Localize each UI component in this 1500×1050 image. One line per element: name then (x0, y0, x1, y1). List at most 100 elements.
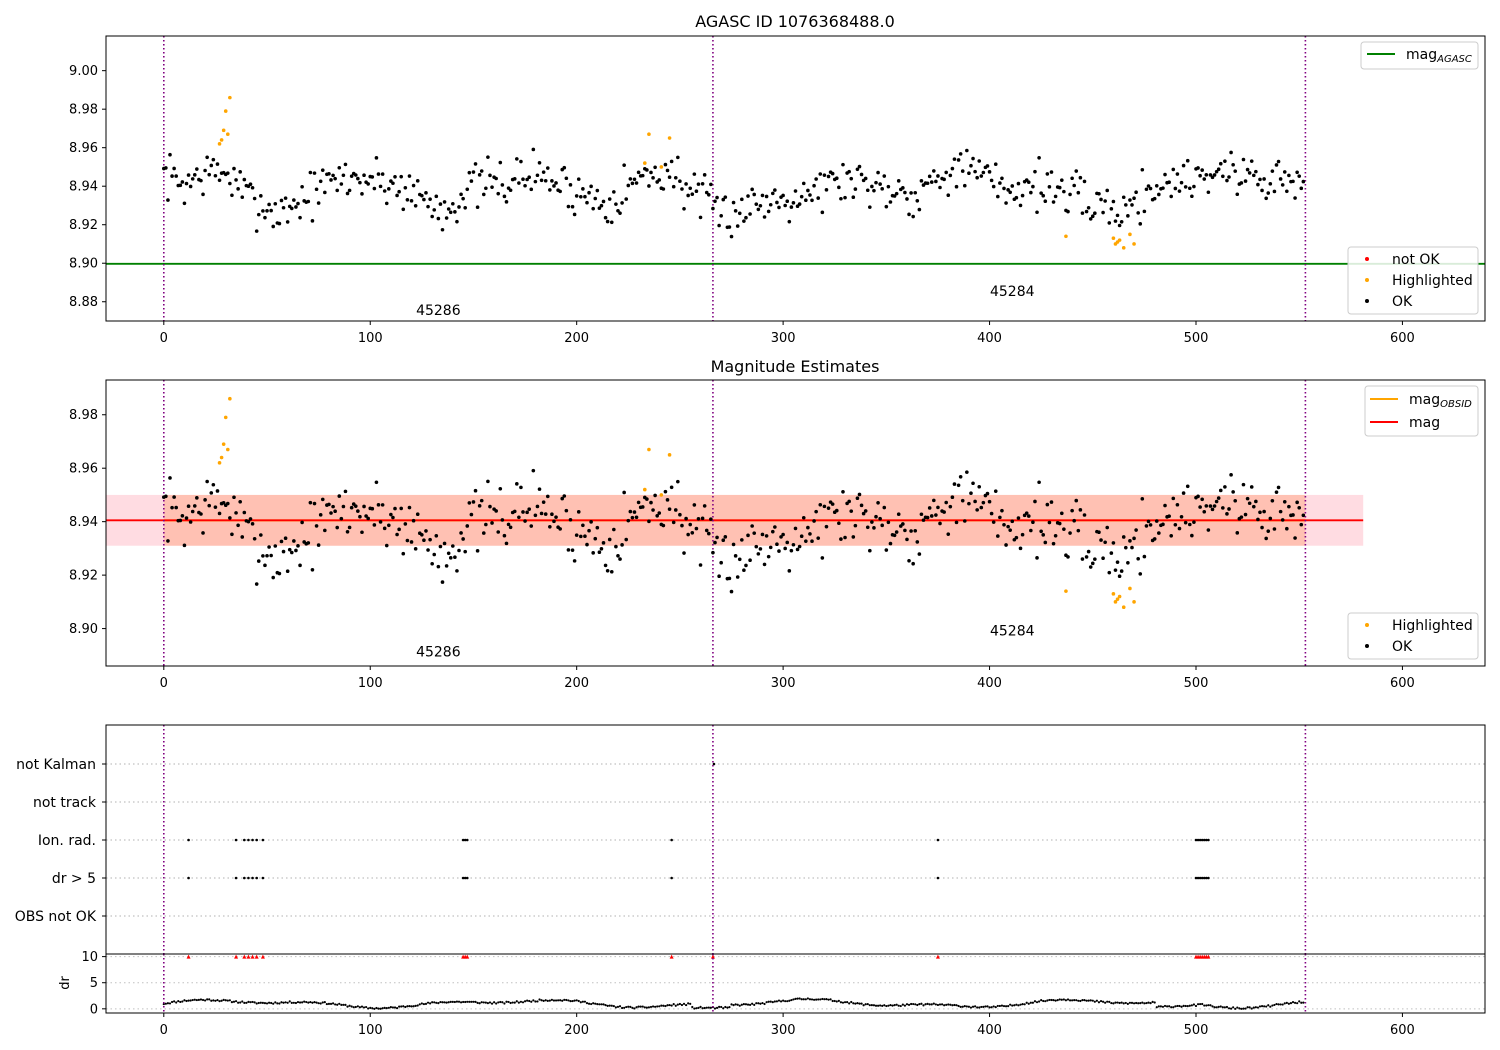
ok-point (795, 547, 800, 552)
obsid-label: 45286 (416, 303, 461, 319)
ok-point (991, 520, 996, 524)
ok-point (760, 193, 765, 198)
ok-point (1278, 509, 1283, 514)
dr-point (245, 1001, 248, 1004)
dr-point (703, 1006, 706, 1010)
dr-point (462, 1000, 465, 1004)
ok-point (1119, 569, 1124, 573)
flag-row-label: OBS not OK (15, 909, 97, 925)
dr-point (806, 997, 809, 1000)
ok-point (292, 539, 296, 543)
ok-point (632, 177, 637, 182)
highlighted-point (219, 455, 224, 460)
dr-point (841, 1001, 845, 1004)
dr-point (629, 1005, 632, 1008)
dr-point (1110, 1001, 1113, 1005)
obsid-label: 45286 (416, 645, 461, 661)
ok-point (905, 197, 909, 201)
highlighted-point (1115, 597, 1120, 601)
dr-point (992, 1005, 995, 1008)
ok-point (403, 186, 408, 190)
ok-point (797, 544, 802, 549)
ok-point (855, 496, 860, 501)
ok-point (228, 516, 232, 520)
ok-point (420, 193, 424, 198)
dr-point (354, 1005, 357, 1009)
ok-point (1241, 157, 1246, 162)
ok-point (488, 173, 492, 178)
dr-point (251, 1000, 254, 1004)
dr-point (786, 1000, 789, 1003)
dr-clipped-marker (250, 954, 255, 959)
ok-point (700, 181, 705, 186)
ok-point (975, 508, 979, 512)
ok-point (874, 180, 878, 185)
dr-clipped-marker (935, 954, 940, 959)
ok-point (525, 177, 529, 182)
ok-point (863, 176, 868, 181)
ok-point (690, 192, 695, 197)
dr-point (1033, 1000, 1037, 1003)
flag-marker (1202, 876, 1206, 880)
dr-point (375, 1006, 378, 1010)
ok-point (166, 198, 170, 202)
x-tick-label: 400 (977, 331, 1002, 346)
ok-point (849, 509, 854, 513)
ok-point (203, 498, 207, 502)
ok-point (387, 523, 391, 528)
ok-point (783, 546, 787, 551)
ok-point (618, 557, 622, 561)
ok-point (558, 189, 562, 194)
dr-point (720, 1005, 723, 1009)
dr-point (554, 999, 558, 1002)
dr-point (897, 1004, 900, 1007)
ok-point (760, 532, 765, 537)
ok-point (481, 531, 486, 535)
ok-point (475, 205, 480, 210)
ok-point (331, 504, 335, 509)
ok-point (801, 515, 806, 520)
dr-point (815, 998, 818, 1001)
dr-point (540, 999, 543, 1002)
ok-point (420, 532, 424, 537)
dr-point (608, 1004, 611, 1007)
ok-point (692, 172, 697, 176)
dr-point (321, 1001, 324, 1004)
ok-point (694, 526, 699, 531)
ok-point (996, 534, 1000, 538)
dr-point (876, 1004, 880, 1007)
ok-point (601, 199, 606, 204)
dr-point (1225, 1005, 1229, 1009)
ok-point (717, 223, 721, 228)
dr-point (879, 1004, 882, 1007)
ok-point (1128, 198, 1132, 202)
flag-marker (1205, 876, 1208, 880)
dr-point (746, 1003, 750, 1006)
dr-point (1273, 1003, 1276, 1007)
dr-point (1215, 1006, 1218, 1009)
ok-point (1241, 482, 1246, 487)
ok-point (894, 530, 899, 534)
ok-point (308, 170, 313, 175)
ok-point (289, 206, 294, 211)
ok-point (436, 564, 441, 569)
dr-point (391, 1006, 395, 1009)
ok-point (973, 169, 977, 174)
dr-point (932, 1002, 935, 1005)
dr-point (587, 1002, 591, 1005)
ok-point (581, 523, 585, 528)
dr-point (1300, 1001, 1303, 1004)
ok-point (1282, 170, 1287, 174)
dr-point (317, 1002, 320, 1005)
ok-point (1074, 169, 1079, 173)
ok-point (1097, 530, 1101, 535)
ok-point (358, 180, 362, 185)
ok-point (1080, 211, 1085, 215)
highlighted-point (1121, 605, 1126, 609)
dr-point (701, 1007, 704, 1010)
ok-point (240, 535, 245, 539)
ok-point (682, 551, 686, 555)
ok-point (211, 482, 216, 487)
flag-row-label: dr > 5 (52, 871, 96, 887)
ok-point (773, 525, 777, 529)
